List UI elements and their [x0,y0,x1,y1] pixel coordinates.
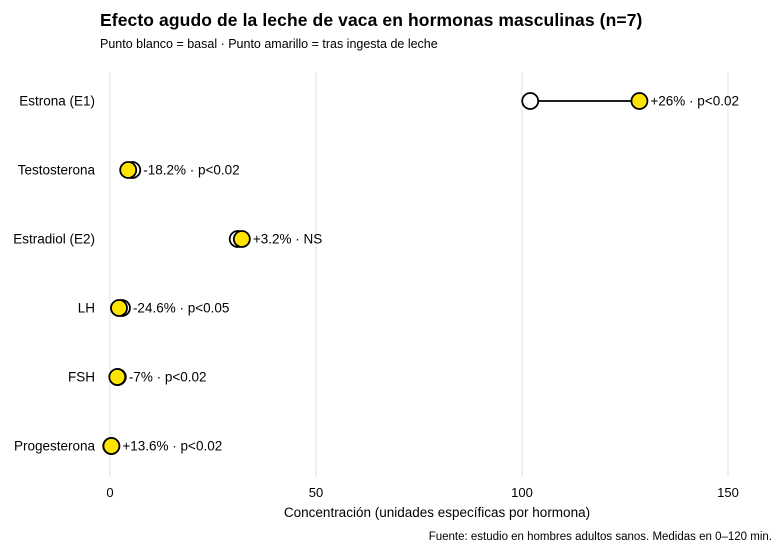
chart-title: Efecto agudo de la leche de vaca en horm… [100,10,643,30]
category-label: Progesterona [14,439,96,454]
category-label: LH [78,301,95,316]
post-milk-dot [119,161,138,179]
x-axis-label: Concentración (unidades específicas por … [284,505,590,520]
annotation-label: +3.2% · NS [253,232,322,247]
annotation-label: +26% · p<0.02 [650,94,739,109]
x-tick-label: 100 [511,485,533,500]
post-milk-dot [630,92,649,110]
annotation-label: -18.2% · p<0.02 [143,163,239,178]
x-tick-label: 50 [309,485,323,500]
category-label: Estradiol (E2) [13,232,95,247]
x-tick-label: 150 [717,485,739,500]
annotation-label: +13.6% · p<0.02 [122,439,222,454]
chart-subtitle: Punto blanco = basal · Punto amarillo = … [100,37,438,51]
post-milk-dot [102,437,121,455]
annotation-label: -7% · p<0.02 [129,370,207,385]
chart-source-caption: Fuente: estudio en hombres adultos sanos… [428,531,772,543]
x-tick-label: 0 [106,485,113,500]
annotation-label: -24.6% · p<0.05 [133,301,229,316]
basal-dot [521,92,540,110]
category-label: Testosterona [18,163,96,178]
category-label: FSH [68,370,95,385]
post-milk-dot [110,299,128,317]
post-milk-dot [232,230,251,248]
post-milk-dot [108,368,127,386]
category-label: Estrona (E1) [19,94,95,109]
